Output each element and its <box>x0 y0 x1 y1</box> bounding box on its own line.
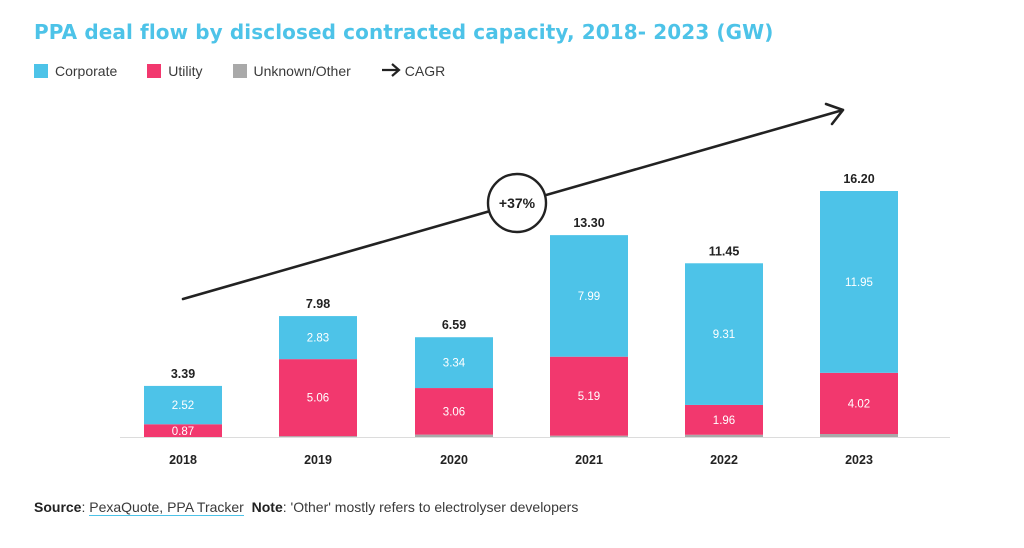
bar-segment-corporate-2021 <box>550 235 628 357</box>
bar-segment-utility-2018 <box>144 424 222 438</box>
data-label-2021-2: 7.99 <box>578 291 600 303</box>
data-label-2022-1: 1.96 <box>713 415 735 427</box>
cagr-trend: +37% <box>181 102 845 301</box>
data-label-2018-2: 2.52 <box>172 400 194 412</box>
legend-label-cagr: CAGR <box>404 63 446 79</box>
data-label-2020-2: 3.34 <box>443 358 466 370</box>
bar-segment-corporate-2019 <box>279 316 357 360</box>
legend: Corporate Utility Unknown/Other CAGR <box>34 62 475 80</box>
data-label-2021-1: 5.19 <box>578 391 600 403</box>
note-text: : 'Other' mostly refers to electrolyser … <box>282 499 579 515</box>
source-link[interactable]: PexaQuote, PPA Tracker <box>89 499 244 516</box>
total-label-2021: 13.30 <box>573 216 604 230</box>
legend-label-corporate: Corporate <box>55 63 118 79</box>
bars-group: 0.87 2.52 3.39 2018 5.06 2.83 7.98 2019 3.06 3.34… <box>144 172 898 467</box>
bar-segment-unknown-other-2019 <box>279 436 357 438</box>
total-label-2019: 7.98 <box>306 297 330 311</box>
bar-segment-corporate-2023 <box>820 191 898 373</box>
data-label-2023-1: 4.02 <box>848 398 870 410</box>
bar-segment-utility-2020 <box>415 388 493 435</box>
arrow-right-icon <box>381 62 401 80</box>
data-label-2022-2: 9.31 <box>713 329 735 341</box>
total-label-2018: 3.39 <box>171 367 195 381</box>
bar-segment-unknown-other-2021 <box>550 435 628 438</box>
bar-segment-corporate-2018 <box>144 385 222 425</box>
legend-item-corporate: Corporate <box>34 63 117 79</box>
bar-segment-unknown-other-2022 <box>685 434 763 438</box>
total-label-2020: 6.59 <box>442 318 466 332</box>
source-label: Source <box>34 499 82 515</box>
chart-title: PPA deal flow by disclosed contracted ca… <box>34 20 774 44</box>
bar-segment-corporate-2022 <box>685 263 763 405</box>
legend-item-other: Unknown/Other <box>232 63 351 79</box>
bar-segment-utility-2019 <box>279 359 357 437</box>
legend-label-utility: Utility <box>168 63 203 79</box>
x-tick-label-2019: 2019 <box>304 453 332 467</box>
total-label-2022: 11.45 <box>709 244 740 258</box>
x-tick-label-2022: 2022 <box>710 453 738 467</box>
x-tick-label-2023: 2023 <box>845 453 873 467</box>
cagr-circle <box>486 172 548 234</box>
data-label-2019-1: 5.06 <box>307 393 329 405</box>
utility-swatch-icon <box>147 64 162 78</box>
bar-segment-unknown-other-2020 <box>415 434 493 438</box>
corporate-swatch-icon <box>34 64 48 78</box>
note-label: Note <box>251 499 283 515</box>
bar-segment-utility-2022 <box>685 404 763 435</box>
footer-note: Source: PexaQuote, PPA Tracker Note: 'Ot… <box>34 499 579 516</box>
data-label-2018-1: 0.87 <box>172 426 194 438</box>
bar-segment-unknown-other-2023 <box>820 434 898 438</box>
total-label-2023: 16.20 <box>843 172 874 186</box>
x-tick-label-2018: 2018 <box>169 453 197 467</box>
data-label-2023-2: 11.95 <box>845 277 873 289</box>
legend-item-cagr: CAGR <box>381 62 445 80</box>
x-tick-label-2020: 2020 <box>440 453 468 467</box>
legend-label-other: Unknown/Other <box>253 63 351 79</box>
data-label-2019-2: 2.83 <box>307 333 329 345</box>
bar-segment-corporate-2020 <box>415 337 493 389</box>
bar-segment-utility-2023 <box>820 372 898 435</box>
cagr-label: +37% <box>499 195 536 211</box>
data-label-2020-1: 3.06 <box>443 406 465 418</box>
other-swatch-icon <box>232 64 247 78</box>
legend-item-utility: Utility <box>147 63 203 79</box>
x-tick-label-2021: 2021 <box>575 453 603 467</box>
bar-segment-utility-2021 <box>550 356 628 436</box>
